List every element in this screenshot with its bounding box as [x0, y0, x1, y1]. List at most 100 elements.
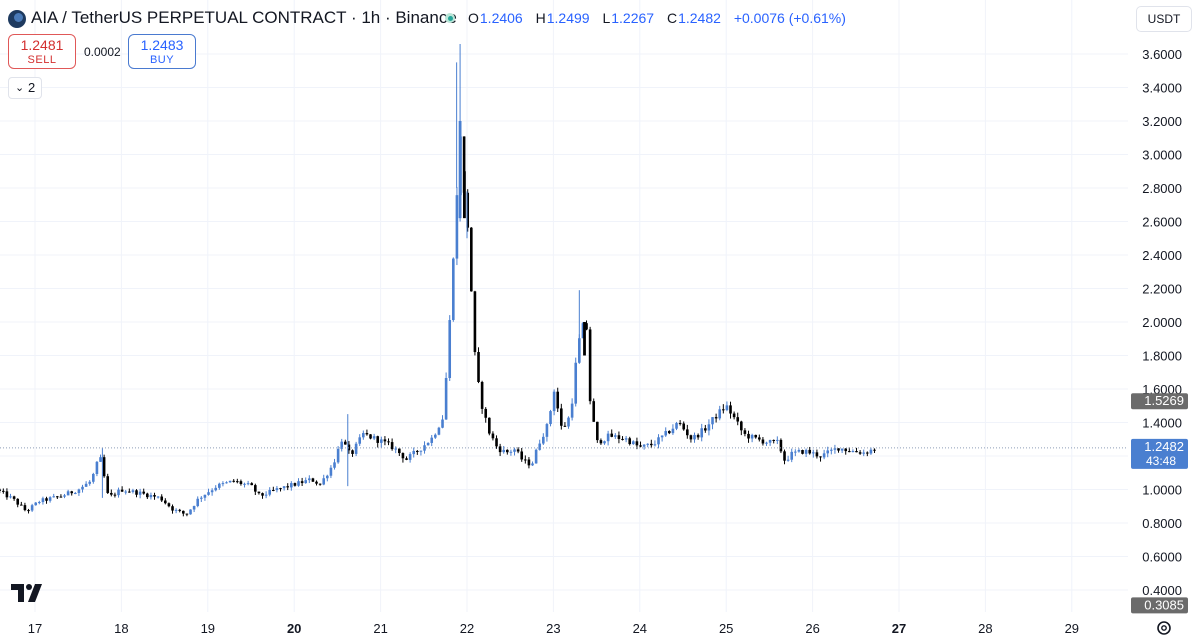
candle-body	[653, 444, 657, 446]
candle-body	[855, 451, 858, 453]
buy-button[interactable]: 1.2483 BUY	[128, 34, 196, 69]
candle-body	[41, 498, 45, 503]
candle-body	[606, 433, 610, 442]
candle-body	[588, 329, 592, 402]
candle-body	[462, 136, 466, 193]
candle-body	[329, 467, 333, 476]
y-tick-label: 1.0000	[1142, 483, 1182, 498]
candle-body	[351, 450, 354, 454]
candle-body	[261, 493, 264, 496]
candle-body	[441, 419, 444, 428]
candle-body	[23, 505, 27, 511]
candle-body	[642, 444, 646, 447]
candle-body	[2, 490, 5, 492]
candle-body	[257, 491, 261, 494]
candle-body	[480, 381, 484, 409]
candle-body	[221, 483, 225, 485]
candle-body	[668, 431, 671, 434]
candle-body	[106, 476, 110, 493]
candle-body	[700, 428, 704, 438]
y-tick-label: 2.2000	[1142, 282, 1182, 297]
candle-body	[506, 449, 509, 453]
candle-body	[146, 493, 149, 498]
tradingview-logo-icon[interactable]	[11, 582, 45, 602]
candle-body	[308, 478, 311, 481]
candle-body	[516, 449, 520, 452]
candle-body	[581, 323, 585, 339]
candle-body	[664, 431, 668, 436]
chart-title[interactable]: AIA / TetherUS PERPETUAL CONTRACT · 1h ·…	[31, 8, 457, 27]
candle-body	[210, 490, 214, 493]
candle-body	[718, 409, 722, 419]
candle-body	[822, 453, 826, 458]
candle-body	[614, 435, 617, 437]
candle-body	[783, 451, 786, 461]
candle-body	[858, 452, 862, 454]
x-tick-label: 25	[719, 621, 733, 636]
candle-body	[239, 481, 243, 484]
sell-button[interactable]: 1.2481 SELL	[8, 34, 76, 69]
candle-body	[333, 462, 336, 468]
market-open-icon	[445, 13, 455, 23]
x-tick-label: 18	[114, 621, 128, 636]
candle-body	[120, 489, 124, 492]
candles	[0, 43, 876, 517]
candle-body	[398, 448, 401, 454]
candle-body	[77, 489, 81, 493]
candle-body	[232, 480, 236, 482]
y-tick-label: 0.8000	[1142, 516, 1182, 531]
candle-body	[675, 423, 678, 429]
candle-body	[293, 483, 297, 486]
close-label: C	[666, 10, 678, 26]
candle-body	[491, 433, 495, 439]
candle-body	[585, 323, 588, 330]
y-tick-label: 2.6000	[1142, 215, 1182, 230]
candle-body	[138, 491, 142, 495]
y-tick-label: 3.2000	[1142, 114, 1182, 129]
candle-body	[754, 434, 758, 438]
candle-body	[538, 443, 542, 450]
candle-body	[203, 494, 207, 498]
candle-body	[873, 449, 876, 451]
candle-body	[452, 258, 455, 321]
x-tick-label: 22	[460, 621, 474, 636]
candle-body	[423, 445, 426, 451]
candle-body	[747, 433, 750, 439]
candle-body	[340, 441, 344, 449]
candle-body	[707, 424, 711, 431]
candle-body	[603, 441, 606, 444]
candle-body	[804, 449, 808, 454]
currency-selector[interactable]: USDT	[1136, 6, 1192, 32]
candle-body	[228, 480, 232, 483]
candle-body	[0, 489, 2, 491]
x-tick-label: 29	[1065, 621, 1079, 636]
candle-body	[819, 456, 822, 458]
settings-gear-icon[interactable]	[1155, 619, 1173, 637]
candle-body	[124, 491, 128, 493]
candle-body	[470, 227, 473, 292]
candle-body	[542, 436, 545, 444]
candle-body	[326, 475, 329, 479]
candle-body	[20, 504, 23, 506]
candle-body	[463, 171, 466, 219]
y-tick-label: 1.8000	[1142, 349, 1182, 364]
candle-body	[416, 450, 419, 452]
candle-body	[48, 497, 52, 501]
candle-body	[714, 417, 718, 419]
candle-body	[167, 503, 171, 507]
high-value: 1.2499	[546, 10, 590, 26]
last-price-tag	[1131, 438, 1188, 469]
candle-body	[458, 121, 462, 219]
candle-body	[678, 423, 682, 425]
candle-body	[365, 433, 369, 435]
candle-body	[218, 483, 221, 488]
candle-body	[135, 490, 138, 495]
indicators-toggle-button[interactable]: ⌄ 2	[8, 77, 42, 99]
candle-body	[153, 495, 156, 497]
candle-body	[527, 459, 531, 466]
candle-body	[466, 192, 470, 228]
candle-body	[30, 505, 34, 511]
low-label: L	[602, 10, 611, 26]
candle-body	[570, 403, 574, 418]
